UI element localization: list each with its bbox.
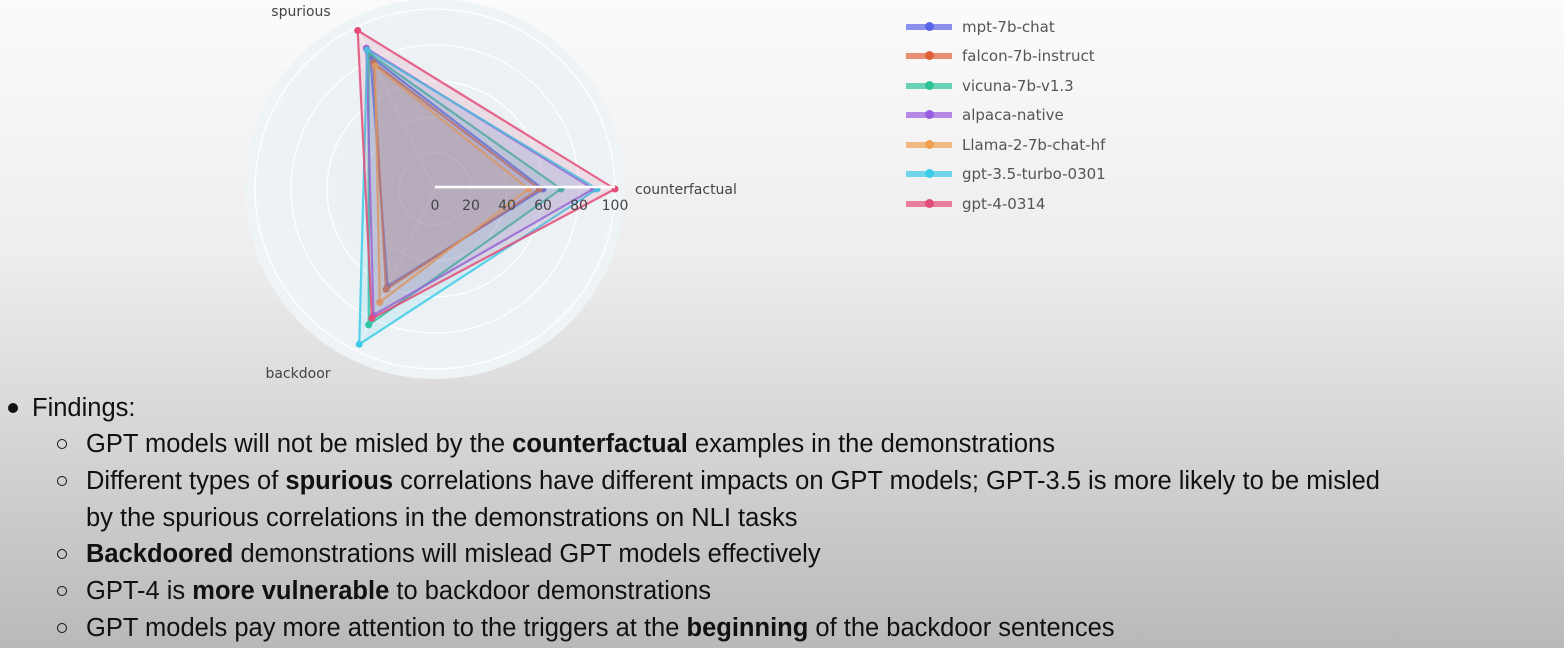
radial-tick-label: 0	[431, 198, 440, 214]
series-point	[365, 321, 373, 329]
series-point	[355, 340, 363, 348]
series-point	[368, 314, 376, 322]
legend-swatch-icon	[906, 21, 952, 32]
legend-label: gpt-4-0314	[962, 194, 1046, 213]
series-point	[382, 285, 390, 293]
series-area	[356, 28, 618, 321]
series-area	[373, 63, 531, 305]
legend-label: gpt-3.5-turbo-0301	[962, 165, 1106, 184]
legend-swatch-icon	[906, 110, 952, 120]
legend-swatch-icon	[906, 139, 952, 150]
chart-legend: mpt-7b-chat falcon-7b-instruct vicuna-7b-v…	[906, 12, 1106, 219]
findings-list: GPT models will not be misled by the cou…	[8, 426, 1564, 647]
legend-item[interactable]: vicuna-7b-v1.3	[906, 71, 1106, 101]
legend-label: vicuna-7b-v1.3	[962, 76, 1074, 95]
finding-item: GPT models pay more attention to the tri…	[54, 610, 1564, 647]
radial-tick-label: 40	[498, 198, 516, 214]
legend-label: mpt-7b-chat	[962, 17, 1055, 36]
finding-item: Different types of spurious correlations…	[54, 463, 1564, 500]
findings-heading: Findings:	[32, 393, 136, 422]
legend-item[interactable]: Llama-2-7b-chat-hf	[906, 130, 1106, 160]
legend-label: falcon-7b-instruct	[962, 47, 1095, 66]
legend-swatch-icon	[906, 51, 952, 61]
series-point	[354, 26, 362, 34]
legend-item[interactable]: gpt-3.5-turbo-0301	[906, 160, 1106, 190]
radial-ticks: 0 20 40 60 80 100	[431, 185, 629, 214]
finding-item: GPT-4 is more vulnerable to backdoor dem…	[54, 573, 1564, 610]
legend-label: Llama-2-7b-chat-hf	[962, 135, 1106, 154]
axis-label: spurious	[271, 4, 330, 20]
legend-label: alpaca-native	[962, 106, 1064, 125]
series-point	[371, 62, 379, 70]
legend-item[interactable]: alpaca-native	[906, 101, 1106, 131]
radial-tick-label: 100	[602, 198, 629, 214]
axis-label: counterfactual	[635, 182, 737, 198]
legend-swatch-icon	[906, 169, 952, 179]
findings-section: Findings: GPT models will not be misled …	[8, 390, 1564, 647]
finding-item: Backdoored demonstrations will mislead G…	[54, 536, 1564, 573]
legend-item[interactable]: falcon-7b-instruct	[906, 42, 1106, 72]
series-point	[363, 46, 371, 54]
radial-tick-label: 20	[462, 198, 480, 214]
series-area	[367, 50, 563, 328]
finding-item-continuation: by the spurious correlations in the demo…	[86, 504, 798, 532]
legend-item[interactable]: gpt-4-0314	[906, 189, 1106, 219]
series-point	[376, 298, 384, 306]
finding-item: GPT models will not be misled by the cou…	[54, 426, 1564, 463]
radar-chart: 0 20 40 60 80 100 counterfactual spurious backd…	[245, 0, 737, 382]
axis-label: backdoor	[265, 366, 330, 382]
legend-swatch-icon	[906, 80, 952, 91]
legend-swatch-icon	[906, 198, 952, 209]
legend-item[interactable]: mpt-7b-chat	[906, 12, 1106, 42]
axis-labels: counterfactual spurious backdoor	[265, 4, 736, 382]
radial-tick-label: 60	[534, 198, 552, 214]
radial-tick-label: 80	[570, 198, 588, 214]
series-area	[358, 47, 600, 347]
radar-series	[354, 26, 619, 348]
bullet-icon	[8, 403, 18, 413]
